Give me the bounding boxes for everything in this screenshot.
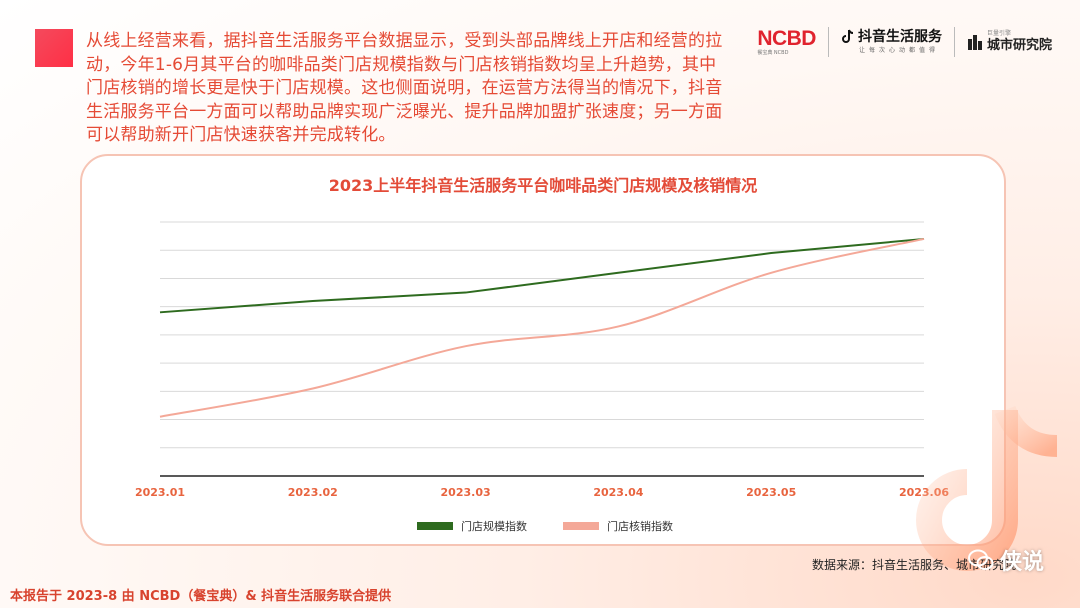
accent-square xyxy=(35,29,73,67)
logo-divider xyxy=(953,27,955,57)
x-tick-label: 2023.03 xyxy=(441,486,491,499)
chart-legend: 门店规模指数 门店核销指数 xyxy=(417,518,673,534)
douyin-logo-text: 抖音生活服务 xyxy=(857,29,942,45)
watermark-text: 侠说 xyxy=(999,550,1044,575)
series-line-1 xyxy=(159,237,925,418)
legend-item-redemption: 门店核销指数 xyxy=(563,518,673,534)
wechat-watermark: 侠说 xyxy=(967,544,1044,576)
line-chart: 2023.01 2023.02 2023.03 2023.04 2023.05 2023.… xyxy=(135,221,949,499)
series-line-0 xyxy=(159,237,925,314)
city-buildings-icon xyxy=(967,35,982,50)
city-logo-name: 城市研究院 xyxy=(986,38,1052,53)
ncbd-logo-subtext: 餐宝典 NCBD xyxy=(757,49,789,56)
x-tick-label: 2023.02 xyxy=(288,486,338,499)
logo-divider xyxy=(827,27,829,57)
intro-paragraph: 从线上经营来看，据抖音生活服务平台数据显示，受到头部品牌线上开店和经营的拉动，今… xyxy=(86,31,723,145)
x-tick-label: 2023.01 xyxy=(135,486,185,499)
legend-item-scale: 门店规模指数 xyxy=(417,518,527,534)
douyin-decoration-graphic xyxy=(916,405,1058,571)
ncbd-logo-text: NCBD xyxy=(757,26,816,50)
douyin-note-icon xyxy=(842,29,854,43)
data-source-note: 数据来源：抖音生活服务、城市研究院 xyxy=(811,558,1016,572)
wechat-icon xyxy=(967,549,994,570)
legend-label: 门店核销指数 xyxy=(607,520,673,533)
chart-card: 2023上半年抖音生活服务平台咖啡品类门店规模及核销情况 2023.01 2023… xyxy=(80,154,1006,546)
city-logo-tiny: 巨量引擎 xyxy=(986,30,1011,37)
legend-swatch xyxy=(417,522,453,530)
legend-swatch xyxy=(563,522,599,530)
ncbd-logo: NCBD 餐宝典 NCBD xyxy=(757,26,816,57)
legend-label: 门店规模指数 xyxy=(461,520,527,533)
douyin-logo: 抖音生活服务 让每次心动都值得 xyxy=(841,28,942,56)
x-tick-label: 2023.04 xyxy=(593,486,643,499)
logo-bar: NCBD 餐宝典 NCBD 抖音生活服务 让每次心动都值得 巨量引擎 城市研究院 xyxy=(757,24,1052,60)
chart-title: 2023上半年抖音生活服务平台咖啡品类门店规模及核销情况 xyxy=(328,176,758,195)
city-institute-logo: 巨量引擎 城市研究院 xyxy=(967,30,1052,54)
douyin-logo-slogan: 让每次心动都值得 xyxy=(858,47,939,54)
x-tick-label: 2023.05 xyxy=(746,486,796,499)
footer-credit: 本报告于 2023-8 由 NCBD（餐宝典）& 抖音生活服务联合提供 xyxy=(10,589,392,604)
